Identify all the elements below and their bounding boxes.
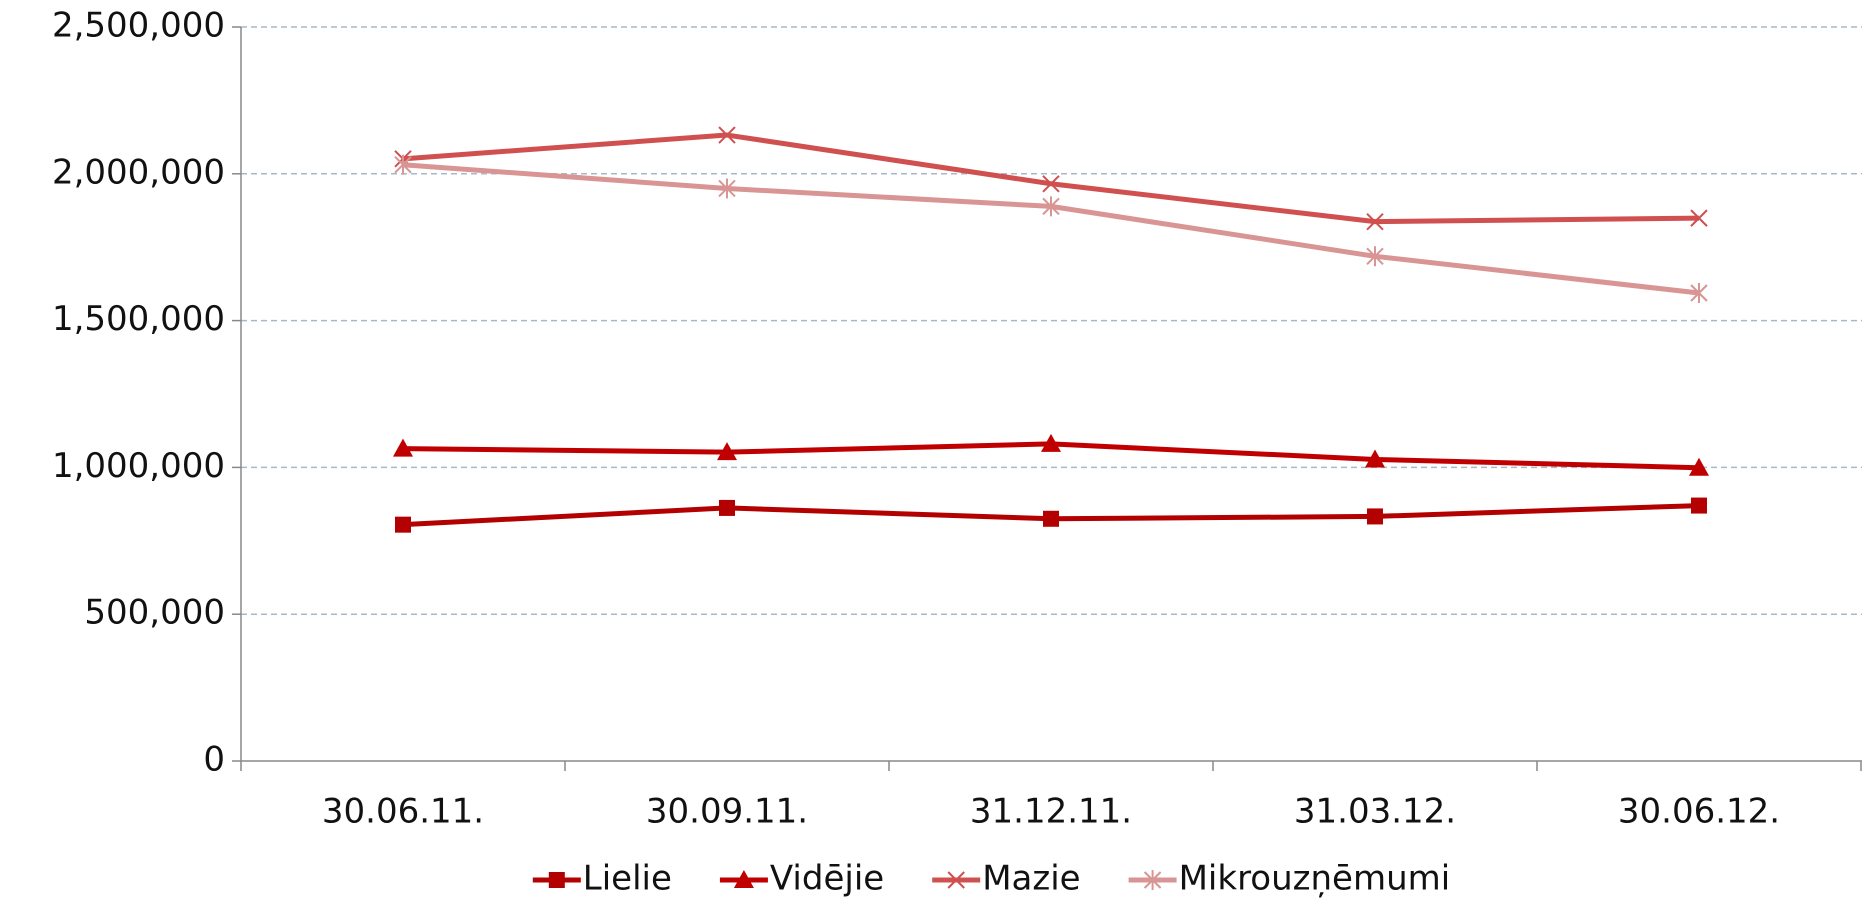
legend-label: Vidējie [770, 859, 884, 899]
y-tick-label: 1,500,000 [52, 299, 225, 339]
point-marker [718, 178, 736, 199]
y-tick-label: 1,000,000 [52, 446, 225, 486]
point-marker [1366, 212, 1384, 231]
point-marker [1042, 175, 1060, 193]
y-tick-label: 500,000 [84, 593, 225, 633]
legend-marker [733, 870, 754, 888]
legend-marker [1143, 870, 1162, 890]
legend-label: Mikrouzņēmumi [1179, 859, 1451, 899]
point-marker [1366, 246, 1384, 267]
legend-marker [947, 871, 965, 889]
point-marker [719, 499, 735, 516]
point-marker [1691, 497, 1707, 514]
point-marker [1042, 196, 1060, 217]
x-tick-label: 31.12.11. [970, 792, 1132, 832]
legend-label: Mazie [982, 859, 1080, 899]
point-marker [1690, 283, 1708, 304]
y-tick-label: 2,500,000 [52, 6, 225, 46]
x-tick-label: 30.06.12. [1618, 792, 1780, 832]
y-tick-label: 0 [203, 740, 225, 780]
x-tick-label: 30.09.11. [646, 792, 808, 832]
point-marker [1041, 433, 1061, 452]
point-marker [717, 442, 737, 461]
point-marker [394, 154, 412, 175]
point-marker [1365, 449, 1385, 468]
x-tick-label: 31.03.12. [1294, 792, 1456, 832]
point-marker [718, 126, 736, 144]
legend-marker [548, 872, 565, 888]
point-marker [395, 516, 411, 533]
legend: Lielie Vidējie Mazie Mikrouzņēmumi [532, 859, 1451, 899]
point-marker [393, 438, 413, 457]
legend-label: Lielie [583, 859, 672, 899]
x-tick-label: 30.06.11. [322, 792, 484, 832]
point-marker [1367, 508, 1383, 525]
point-marker [1689, 457, 1709, 476]
point-marker [1043, 510, 1059, 527]
point-marker [1690, 209, 1708, 227]
y-tick-label: 2,000,000 [52, 152, 225, 192]
